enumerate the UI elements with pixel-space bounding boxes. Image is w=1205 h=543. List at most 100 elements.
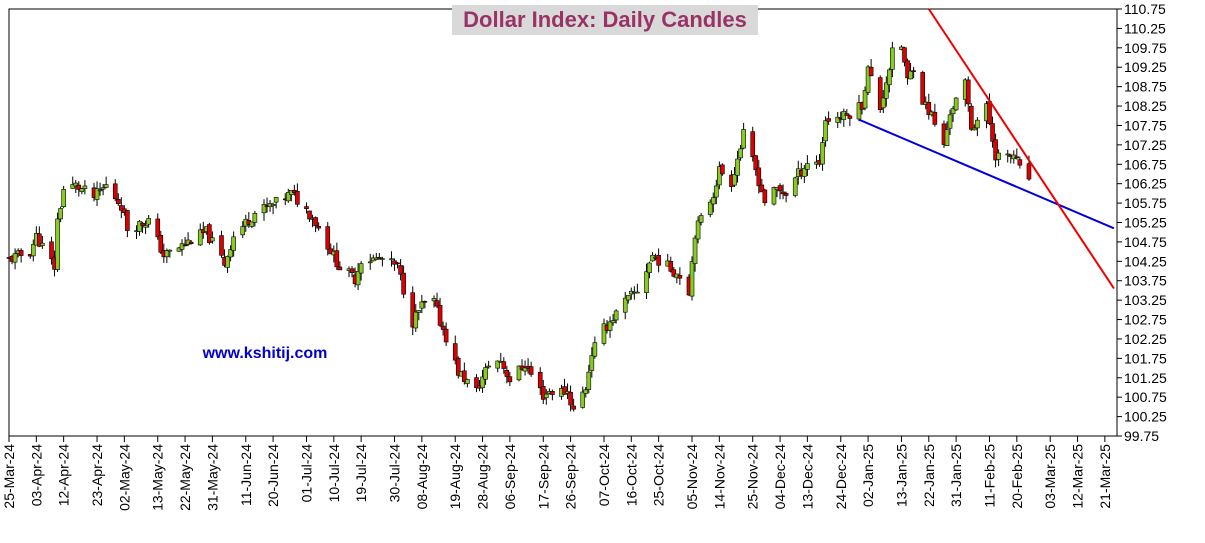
- candle-down: [987, 101, 992, 124]
- x-tick-label: 07-Oct-24: [596, 444, 612, 506]
- y-tick-label: 103.25: [1124, 292, 1167, 308]
- candle-down: [295, 191, 300, 205]
- candle-down: [49, 241, 54, 260]
- y-tick-label: 102.25: [1124, 331, 1167, 347]
- candle-up: [100, 187, 106, 190]
- candle-down: [37, 233, 42, 247]
- candle-down: [18, 250, 24, 256]
- candle-down: [443, 328, 449, 343]
- candle-up: [137, 220, 142, 232]
- candle-up: [79, 188, 85, 192]
- candle-up: [856, 102, 862, 120]
- candle-up: [972, 127, 977, 131]
- candle-up: [610, 320, 616, 324]
- y-tick-label: 108.25: [1124, 98, 1167, 114]
- x-tick-label: 20-Feb-25: [1009, 444, 1025, 509]
- y-tick-label: 100.75: [1124, 389, 1167, 405]
- watermark-text: www.kshitij.com: [202, 345, 328, 362]
- x-tick-label: 03-Apr-24: [28, 444, 44, 506]
- candle-up: [486, 365, 491, 368]
- x-tick-label: 21-Mar-25: [1097, 444, 1113, 509]
- y-tick-label: 107.75: [1124, 117, 1167, 133]
- candle-down: [334, 250, 340, 268]
- x-tick-label: 04-Dec-24: [772, 444, 788, 510]
- candle-up: [583, 389, 589, 394]
- candle-down: [401, 272, 406, 295]
- y-tick-label: 102.75: [1124, 312, 1167, 328]
- candle-up: [55, 218, 60, 270]
- candle-up: [862, 90, 868, 109]
- x-tick-label: 13-Jan-25: [893, 444, 909, 507]
- x-axis-labels: 25-Mar-24 03-Apr-24 12-Apr-24 23-Apr-24 02-M…: [1, 444, 1113, 511]
- candle-down: [337, 266, 343, 271]
- candle-up: [544, 393, 549, 399]
- candle-up: [103, 184, 109, 188]
- plot-area: [8, 8, 1118, 437]
- x-tick-label: 23-Apr-24: [89, 444, 105, 506]
- candle-up: [950, 108, 956, 115]
- y-tick-label: 108.75: [1124, 79, 1167, 95]
- candle-up: [695, 220, 701, 240]
- chart-title-background: [452, 5, 758, 35]
- candle-down: [550, 390, 555, 395]
- candle-down: [568, 391, 573, 406]
- x-tick-label: 03-Mar-25: [1042, 444, 1058, 509]
- candle-down: [902, 47, 907, 63]
- x-tick-label: 25-Nov-24: [745, 444, 761, 510]
- candle-up: [592, 342, 598, 357]
- candle-down: [826, 118, 831, 122]
- candle-down: [756, 167, 762, 187]
- candle-up: [586, 371, 592, 390]
- candle-down: [1017, 159, 1023, 166]
- candle-down: [911, 70, 916, 72]
- candle-down: [304, 206, 309, 210]
- candle-down: [207, 224, 212, 243]
- candle-down: [656, 255, 661, 266]
- y-axis-labels: 110.75 110.25 109.75 109.25 108.75 108.25 107.…: [1124, 1, 1167, 444]
- candle-up: [613, 310, 619, 321]
- candle-up: [249, 221, 255, 227]
- candle-up: [58, 208, 63, 220]
- candle-up: [771, 187, 777, 205]
- candle-up: [890, 47, 895, 70]
- candle-up: [625, 295, 631, 301]
- candle-up: [953, 97, 959, 111]
- tick-marks: [8, 8, 1122, 442]
- candle-up: [635, 291, 640, 294]
- candle-down: [188, 241, 194, 245]
- candle-up: [741, 129, 746, 149]
- candle-down: [455, 357, 461, 376]
- x-tick-label: 02-Jan-25: [860, 444, 876, 507]
- candle-down: [759, 184, 765, 193]
- candle-down: [410, 292, 416, 328]
- x-tick-label: 11-Feb-25: [982, 444, 998, 508]
- candle-down: [349, 268, 355, 273]
- y-tick-label: 101.75: [1124, 350, 1167, 366]
- candle-up: [717, 166, 722, 186]
- candle-down: [762, 189, 768, 204]
- x-tick-label: 31-May-24: [204, 444, 220, 511]
- candle-up: [647, 262, 652, 274]
- chart-title: Dollar Index: Daily Candles: [463, 7, 747, 32]
- trendlines: [858, 8, 1115, 290]
- candle-up: [823, 120, 828, 142]
- x-tick-label: 12-Apr-24: [56, 444, 72, 506]
- resistance-trendline: [927, 8, 1115, 290]
- y-tick-label: 110.75: [1124, 1, 1166, 17]
- candle-down: [434, 300, 440, 307]
- x-tick-label: 10-Jul-24: [326, 444, 342, 503]
- candle-down: [905, 60, 910, 79]
- candle-up: [692, 237, 698, 264]
- candle-up: [835, 116, 841, 123]
- candle-down: [668, 260, 674, 272]
- y-tick-label: 104.25: [1124, 253, 1167, 269]
- candle-down: [877, 77, 883, 111]
- candle-up: [820, 142, 825, 165]
- candle-up: [601, 323, 607, 344]
- candle-down: [440, 325, 446, 330]
- candle-down: [562, 386, 567, 395]
- candle-up: [607, 321, 613, 331]
- candle-up: [143, 225, 148, 228]
- candle-up: [225, 256, 230, 268]
- candle-up: [358, 263, 364, 274]
